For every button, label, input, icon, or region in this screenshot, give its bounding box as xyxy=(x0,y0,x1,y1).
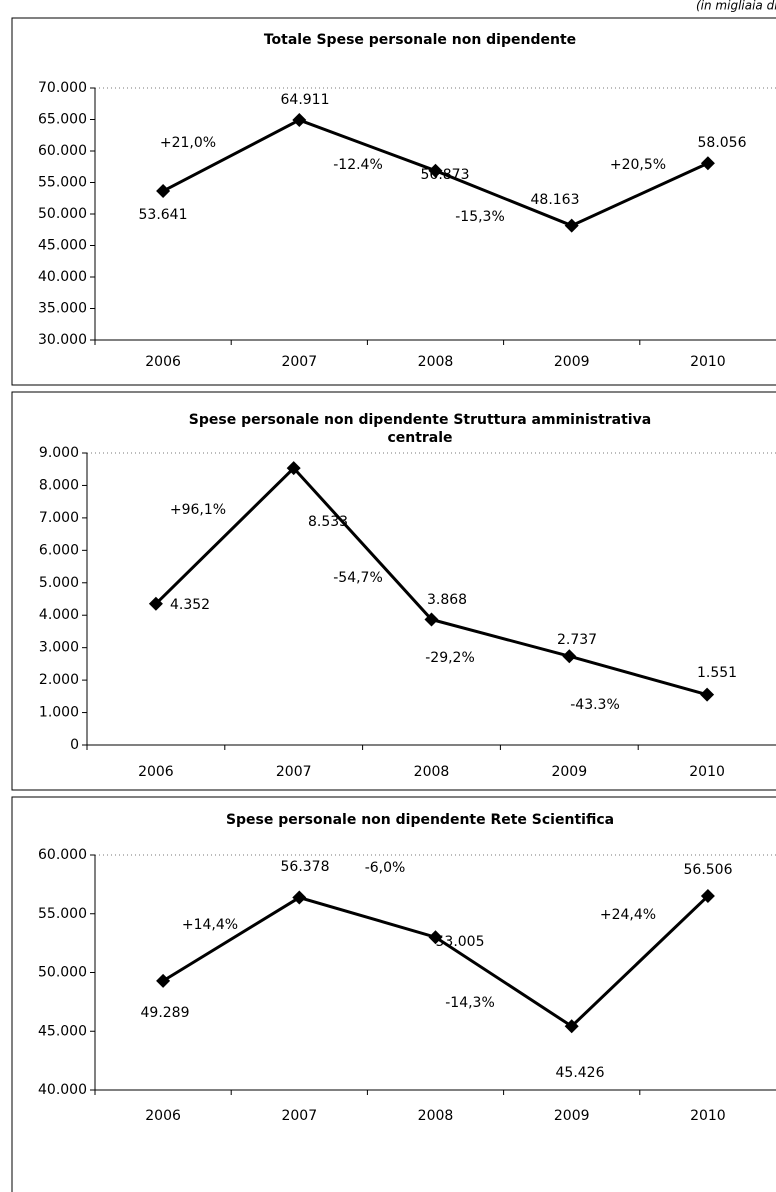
marker xyxy=(424,612,439,627)
y-tick-label: 7.000 xyxy=(39,510,79,526)
marker xyxy=(156,973,171,988)
marker xyxy=(562,649,577,664)
marker xyxy=(156,184,171,199)
y-tick-label: 30.000 xyxy=(38,332,87,348)
data-label: 48.163 xyxy=(531,192,580,208)
data-label: 45.426 xyxy=(556,1065,605,1081)
marker xyxy=(700,687,715,702)
change-annotation: +96,1% xyxy=(170,502,226,518)
x-tick-label: 2007 xyxy=(281,1108,317,1124)
x-tick-label: 2006 xyxy=(138,764,174,780)
change-annotation: -12.4% xyxy=(333,157,383,173)
y-tick-label: 40.000 xyxy=(38,269,87,285)
x-tick-label: 2009 xyxy=(554,354,590,370)
marker xyxy=(700,889,715,904)
y-tick-label: 55.000 xyxy=(38,906,87,922)
data-label: 56.506 xyxy=(684,862,733,878)
x-tick-label: 2009 xyxy=(551,764,587,780)
marker xyxy=(428,163,443,178)
data-label: 56.873 xyxy=(421,167,470,183)
x-tick-label: 2006 xyxy=(145,354,181,370)
y-tick-label: 9.000 xyxy=(39,445,79,461)
data-label: 58.056 xyxy=(698,135,747,151)
y-tick-label: 2.000 xyxy=(39,672,79,688)
chart-title: Spese personale non dipendente Rete Scie… xyxy=(226,812,614,828)
data-label: 4.352 xyxy=(170,597,210,613)
y-tick-label: 5.000 xyxy=(39,575,79,591)
y-tick-label: 50.000 xyxy=(38,206,87,222)
y-tick-label: 65.000 xyxy=(38,112,87,128)
marker xyxy=(564,1019,579,1034)
change-annotation: +21,0% xyxy=(160,135,216,151)
x-tick-label: 2008 xyxy=(418,354,454,370)
chart-title: centrale xyxy=(387,430,452,446)
y-tick-label: 1.000 xyxy=(39,705,79,721)
y-tick-label: 6.000 xyxy=(39,542,79,558)
data-label: 49.289 xyxy=(141,1005,190,1021)
marker xyxy=(148,596,163,611)
y-tick-label: 70.000 xyxy=(38,80,87,96)
marker xyxy=(292,890,307,905)
x-tick-label: 2008 xyxy=(414,764,450,780)
x-tick-label: 2007 xyxy=(276,764,312,780)
change-annotation: -43.3% xyxy=(570,697,620,713)
change-annotation: -14,3% xyxy=(445,995,495,1011)
y-tick-label: 0 xyxy=(70,737,79,753)
x-tick-label: 2007 xyxy=(281,354,317,370)
data-label: 53.005 xyxy=(436,934,485,950)
chart-frame xyxy=(11,17,776,386)
change-annotation: +14,4% xyxy=(182,917,238,933)
marker xyxy=(292,113,307,128)
x-tick-label: 2006 xyxy=(145,1108,181,1124)
data-label: 3.868 xyxy=(427,592,467,608)
y-tick-label: 45.000 xyxy=(38,1023,87,1039)
change-annotation: +24,4% xyxy=(600,907,656,923)
data-label: 56.378 xyxy=(281,859,330,875)
marker xyxy=(428,930,443,945)
y-tick-label: 4.000 xyxy=(39,607,79,623)
marker xyxy=(700,156,715,171)
x-tick-label: 2008 xyxy=(418,1108,454,1124)
chart-title: Totale Spese personale non dipendente xyxy=(264,32,576,48)
y-tick-label: 8.000 xyxy=(39,477,79,493)
data-label: 2.737 xyxy=(557,632,597,648)
x-tick-label: 2010 xyxy=(690,1108,726,1124)
x-tick-label: 2010 xyxy=(689,764,725,780)
y-tick-label: 45.000 xyxy=(38,238,87,254)
y-tick-label: 35.000 xyxy=(38,301,87,317)
x-tick-label: 2009 xyxy=(554,1108,590,1124)
chart-title: Spese personale non dipendente Struttura… xyxy=(189,412,651,428)
y-tick-label: 50.000 xyxy=(38,965,87,981)
data-label: 8.533 xyxy=(308,514,348,530)
change-annotation: -15,3% xyxy=(455,209,505,225)
y-tick-label: 3.000 xyxy=(39,640,79,656)
chart-frame xyxy=(11,796,776,1192)
change-annotation: -6,0% xyxy=(365,860,406,876)
marker xyxy=(286,461,301,476)
y-tick-label: 40.000 xyxy=(38,1082,87,1098)
change-annotation: +20,5% xyxy=(610,157,666,173)
change-annotation: -29,2% xyxy=(425,650,475,666)
data-label: 1.551 xyxy=(697,665,737,681)
data-label: 53.641 xyxy=(139,207,188,223)
y-tick-label: 60.000 xyxy=(38,143,87,159)
y-tick-label: 60.000 xyxy=(38,847,87,863)
marker xyxy=(564,218,579,233)
y-tick-label: 55.000 xyxy=(38,175,87,191)
x-tick-label: 2010 xyxy=(690,354,726,370)
data-label: 64.911 xyxy=(281,92,330,108)
chart-frame xyxy=(11,391,776,791)
unit-note: (in migliaia di euro) xyxy=(696,0,776,13)
change-annotation: -54,7% xyxy=(333,570,383,586)
